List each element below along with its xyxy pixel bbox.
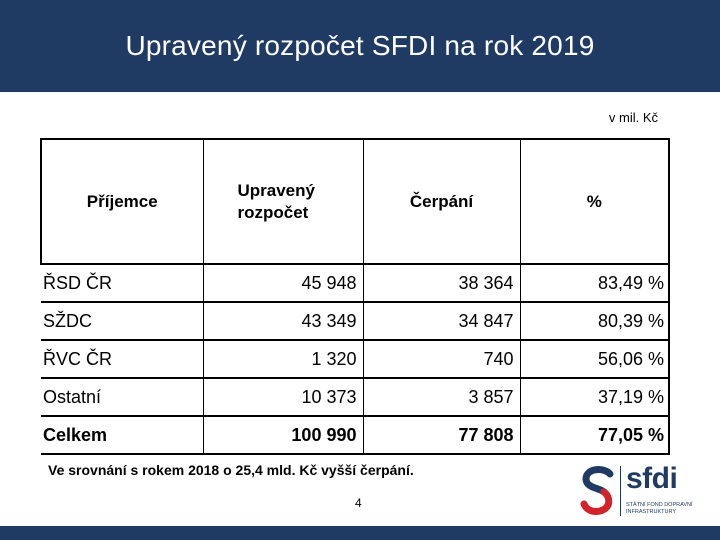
sfdi-logo: sfdi STÁTNÍ FOND DOPRAVNÍ INFRASTRUKTURY	[578, 462, 698, 520]
column-header-percent: %	[520, 138, 670, 265]
table-row: ŘSD ČR 45 948 38 364 83,49 %	[41, 264, 670, 303]
row-percent: 77,05 %	[520, 416, 670, 455]
row-drawdown: 34 847	[363, 302, 521, 341]
row-drawdown: 77 808	[363, 416, 521, 455]
row-budget: 10 373	[202, 378, 364, 417]
table-row: Ostatní 10 373 3 857 37,19 %	[41, 378, 670, 417]
column-header-budget: Upravený rozpočet	[203, 138, 364, 265]
row-recipient: Ostatní	[41, 378, 203, 417]
logo-wordmark: sfdi	[626, 462, 678, 495]
table-row-total: Celkem 100 990 77 808 77,05 %	[41, 416, 670, 455]
sfdi-s-logo-icon	[580, 466, 614, 515]
table-row: ŘVC ČR 1 320 740 56,06 %	[41, 340, 670, 379]
table-row: SŽDC 43 349 34 847 80,39 %	[41, 302, 670, 341]
unit-label: v mil. Kč	[608, 110, 658, 125]
row-drawdown: 38 364	[363, 264, 521, 303]
row-drawdown: 740	[363, 340, 521, 379]
page-number: 4	[355, 496, 362, 510]
row-percent: 80,39 %	[520, 302, 670, 341]
row-budget: 45 948	[202, 264, 364, 303]
logo-tagline: STÁTNÍ FOND DOPRAVNÍ INFRASTRUKTURY	[626, 502, 693, 515]
column-header-recipient: Příjemce	[40, 138, 204, 265]
row-budget: 43 349	[202, 302, 364, 341]
table-header-row: Příjemce Upravený rozpočet Čerpání %	[40, 138, 670, 265]
row-budget: 1 320	[202, 340, 364, 379]
row-percent: 83,49 %	[520, 264, 670, 303]
column-header-drawdown: Čerpání	[363, 138, 521, 265]
page-title: Upravený rozpočet SFDI na rok 2019	[125, 30, 595, 61]
comparison-note: Ve srovnání s rokem 2018 o 25,4 mld. Kč …	[48, 462, 414, 478]
title-bar: Upravený rozpočet SFDI na rok 2019	[0, 0, 720, 92]
row-recipient: ŘSD ČR	[41, 264, 203, 303]
row-recipient: SŽDC	[41, 302, 203, 341]
row-percent: 56,06 %	[520, 340, 670, 379]
budget-table: Příjemce Upravený rozpočet Čerpání % ŘSD…	[40, 138, 670, 455]
footer-bar	[0, 526, 720, 540]
column-header-budget-label: Upravený rozpočet	[237, 180, 315, 222]
row-budget: 100 990	[202, 416, 364, 455]
row-recipient: ŘVC ČR	[41, 340, 203, 379]
logo-divider	[620, 466, 621, 516]
row-recipient: Celkem	[41, 416, 203, 455]
row-drawdown: 3 857	[363, 378, 521, 417]
row-percent: 37,19 %	[520, 378, 670, 417]
